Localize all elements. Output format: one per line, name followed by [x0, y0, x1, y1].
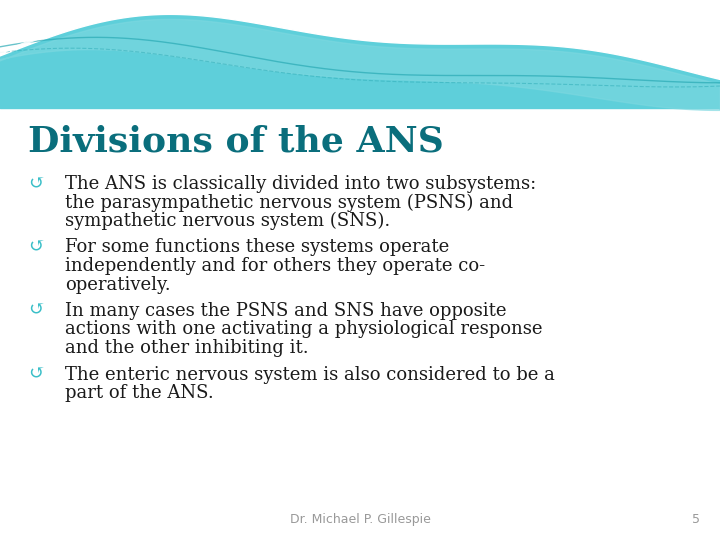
- Text: Dr. Michael P. Gillespie: Dr. Michael P. Gillespie: [289, 513, 431, 526]
- Text: actions with one activating a physiological response: actions with one activating a physiologi…: [65, 321, 542, 339]
- Text: The enteric nervous system is also considered to be a: The enteric nervous system is also consi…: [65, 366, 555, 383]
- Text: 5: 5: [692, 513, 700, 526]
- Text: ↺: ↺: [28, 302, 45, 320]
- Text: operatively.: operatively.: [65, 275, 171, 294]
- Text: and the other inhibiting it.: and the other inhibiting it.: [65, 339, 309, 357]
- Text: For some functions these systems operate: For some functions these systems operate: [65, 239, 449, 256]
- Text: the parasympathetic nervous system (PSNS) and: the parasympathetic nervous system (PSNS…: [65, 193, 513, 212]
- Text: independently and for others they operate co-: independently and for others they operat…: [65, 257, 485, 275]
- Text: sympathetic nervous system (SNS).: sympathetic nervous system (SNS).: [65, 212, 390, 230]
- Text: Divisions of the ANS: Divisions of the ANS: [28, 125, 444, 159]
- Text: ↺: ↺: [28, 175, 45, 193]
- Text: ↺: ↺: [28, 239, 45, 256]
- Text: In many cases the PSNS and SNS have opposite: In many cases the PSNS and SNS have oppo…: [65, 302, 506, 320]
- Text: ↺: ↺: [28, 366, 45, 383]
- Text: The ANS is classically divided into two subsystems:: The ANS is classically divided into two …: [65, 175, 536, 193]
- Text: part of the ANS.: part of the ANS.: [65, 384, 214, 402]
